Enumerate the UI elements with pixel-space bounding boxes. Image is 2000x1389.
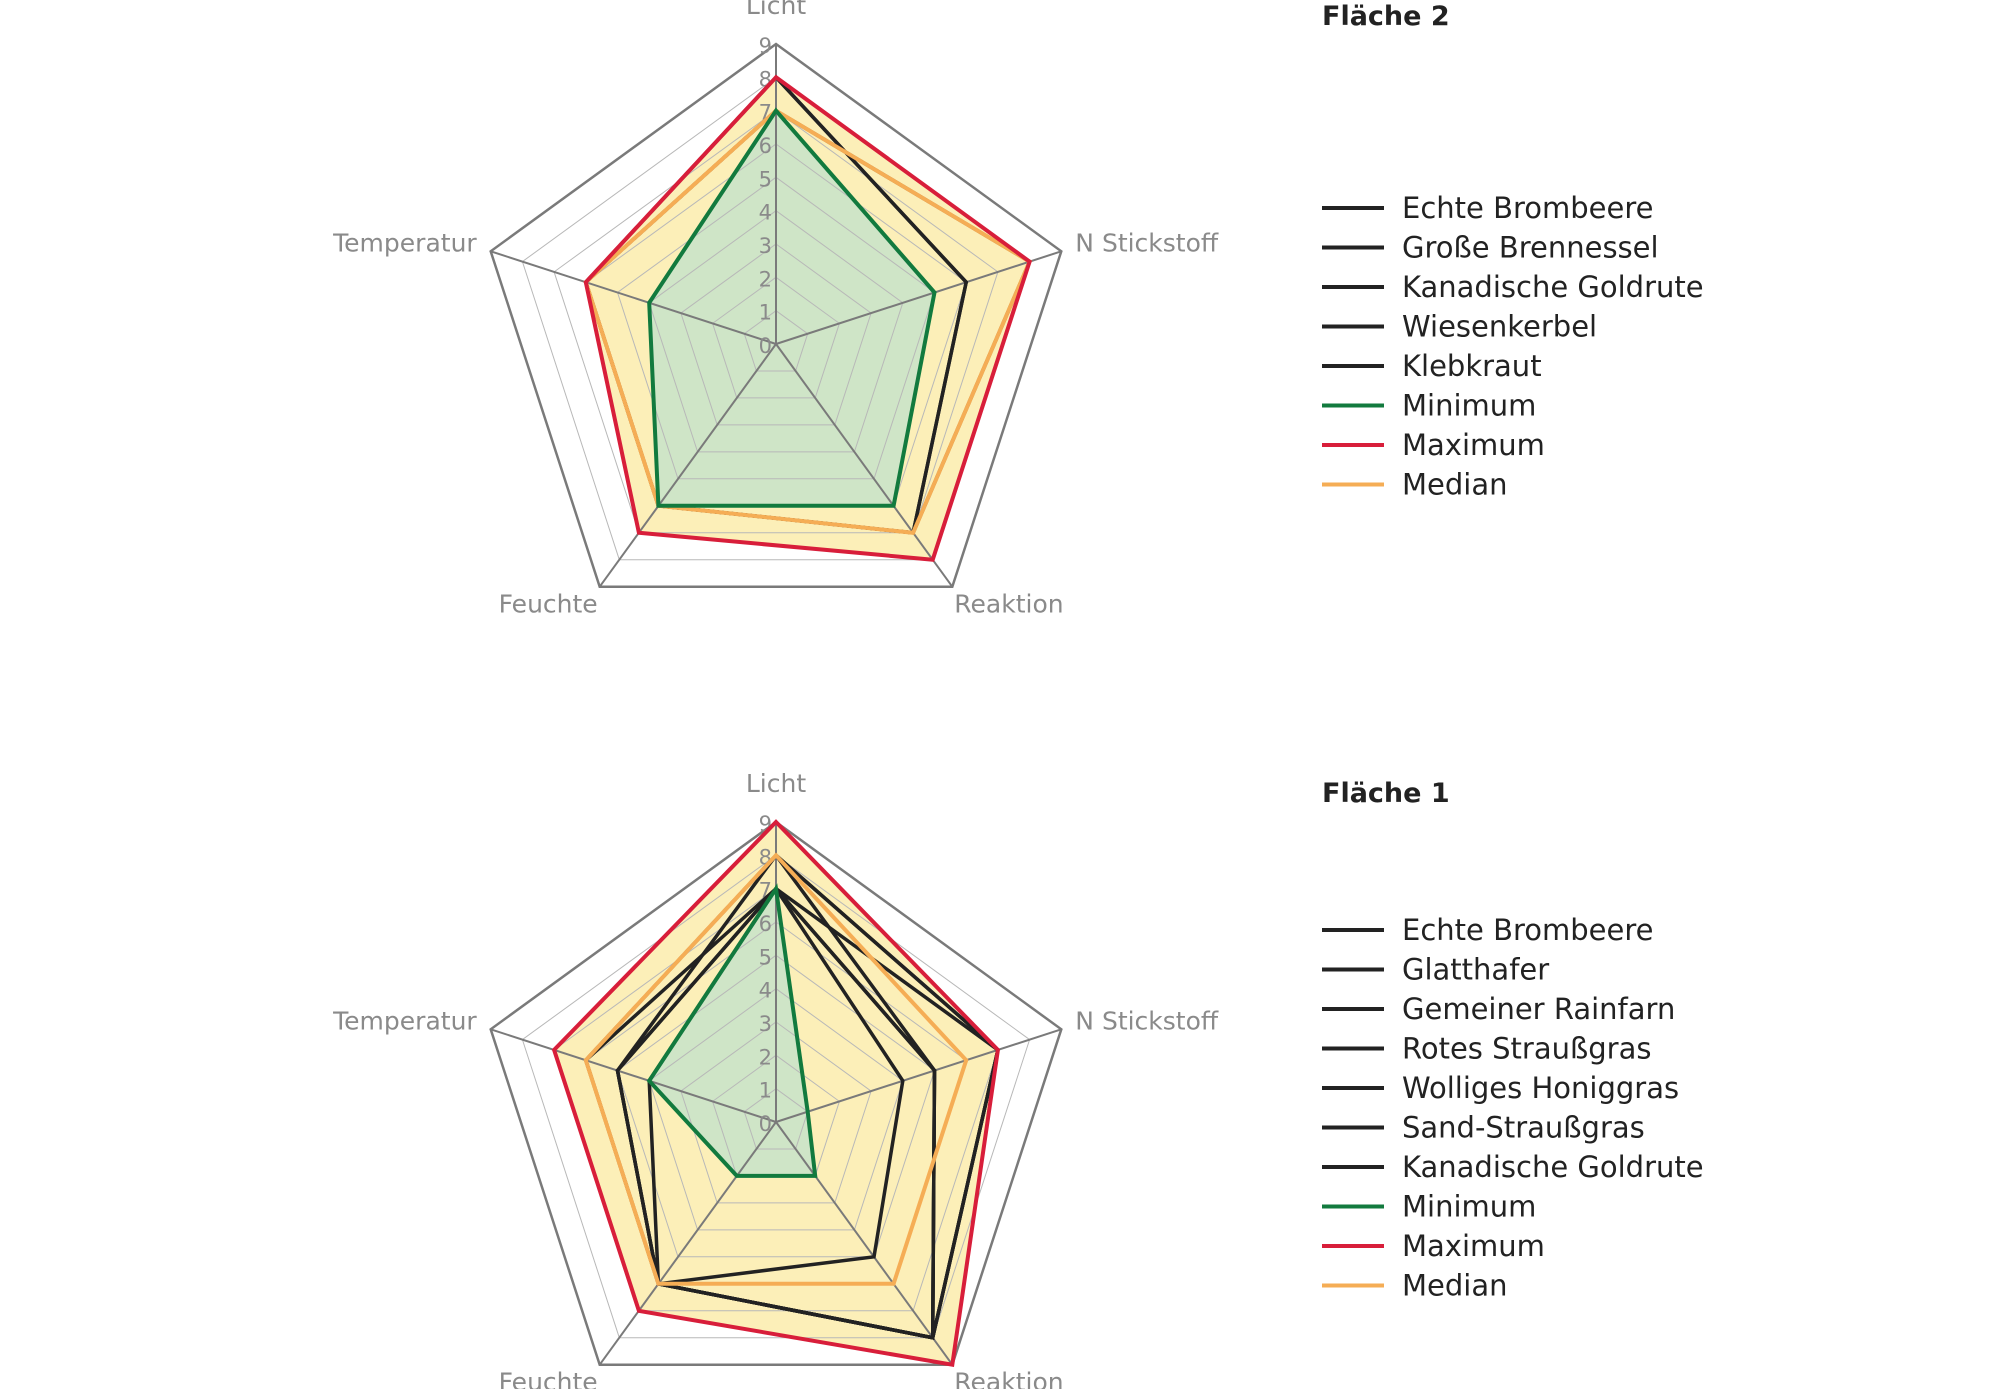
series-line-median	[583, 852, 969, 1286]
legend-entry: Minimum	[1402, 1190, 1536, 1224]
legend-entry: Gemeiner Rainfarn	[1402, 992, 1675, 1026]
tick-label: 1	[759, 301, 772, 325]
series-line-minimum	[646, 883, 818, 1178]
axis-label: Reaktion	[954, 590, 1063, 619]
tick-label: 2	[759, 1045, 772, 1069]
axis-spoke	[775, 343, 954, 588]
grid-ring	[553, 110, 999, 534]
legend-entry: Klebkraut	[1402, 349, 1542, 383]
series-line-minimum	[647, 107, 937, 508]
legend-entry: Maximum	[1402, 428, 1545, 462]
axis-label: Feuchte	[499, 1368, 598, 1389]
axis-spoke	[490, 1028, 777, 1123]
chart-title: Fläche 1	[1322, 778, 1450, 809]
legend-entry: Median	[1402, 1269, 1507, 1303]
grid-ring	[616, 954, 936, 1258]
legend-entry: Wolliges Honiggras	[1402, 1071, 1679, 1105]
legend-entry: Echte Brombeere	[1402, 191, 1653, 225]
axis-label: N Stickstoff	[1075, 1006, 1219, 1035]
axis-spoke	[775, 250, 1062, 345]
grid-ring	[680, 1021, 872, 1204]
axis-spoke	[598, 1121, 777, 1366]
grid-frame	[489, 820, 1063, 1366]
legend-entry: Rotes Straußgras	[1402, 1032, 1651, 1066]
range-band-inner	[649, 888, 816, 1176]
series-line-median	[583, 108, 1033, 535]
axis-spoke	[598, 343, 777, 588]
legend-entry: Große Brennessel	[1402, 231, 1659, 265]
legend-entry: Sand-Straußgras	[1402, 1111, 1645, 1145]
grid-ring	[616, 176, 936, 480]
tick-label: 2	[759, 267, 772, 291]
axis-label: N Stickstoff	[1075, 228, 1219, 257]
tick-label: 9	[759, 34, 772, 58]
series-line-maximum	[551, 819, 1001, 1368]
axis-label: Feuchte	[499, 590, 598, 619]
tick-label: 3	[759, 1012, 772, 1036]
legend-entry: Echte Brombeere	[1402, 913, 1653, 947]
axis-label: Reaktion	[954, 1368, 1063, 1389]
tick-label: 0	[759, 334, 772, 358]
tick-label: 5	[759, 167, 772, 191]
tick-label: 3	[759, 234, 772, 258]
axis-spoke	[775, 1028, 1062, 1123]
axis-label: Temperatur	[332, 228, 477, 257]
legend-entry: Wiesenkerbel	[1402, 310, 1597, 344]
axis-spoke	[775, 1121, 954, 1366]
tick-label: 5	[759, 945, 772, 969]
tick-label: 4	[759, 979, 772, 1003]
grid-ring	[648, 210, 904, 453]
axis-label: Licht	[746, 0, 806, 20]
range-band-inner	[649, 110, 935, 506]
axis-spoke	[490, 250, 777, 345]
tick-label: 1	[759, 1079, 772, 1103]
tick-label: 0	[759, 1112, 772, 1136]
tick-label: 6	[759, 134, 772, 158]
chart-title: Fläche 2	[1322, 1, 1450, 32]
grid-ring	[521, 854, 1031, 1339]
axis-label: Temperatur	[332, 1006, 477, 1035]
legend-entry: Minimum	[1402, 389, 1536, 423]
grid-frame	[489, 42, 1063, 588]
grid-ring	[648, 988, 904, 1231]
legend-entry: Kanadische Goldrute	[1402, 1150, 1704, 1184]
series-line-maximum	[583, 74, 1032, 562]
legend-entry: Maximum	[1402, 1229, 1545, 1263]
axis-label: Licht	[746, 769, 806, 798]
legend-entry: Kanadische Goldrute	[1402, 270, 1704, 304]
tick-label: 4	[759, 201, 772, 225]
grid-ring	[712, 276, 840, 399]
legend-entry: Glatthafer	[1402, 953, 1549, 987]
legend-entry: Median	[1402, 468, 1507, 502]
tick-label: 6	[759, 912, 772, 936]
grid-ring	[743, 310, 809, 372]
grid-ring	[743, 1088, 809, 1150]
grid-ring	[680, 243, 872, 426]
